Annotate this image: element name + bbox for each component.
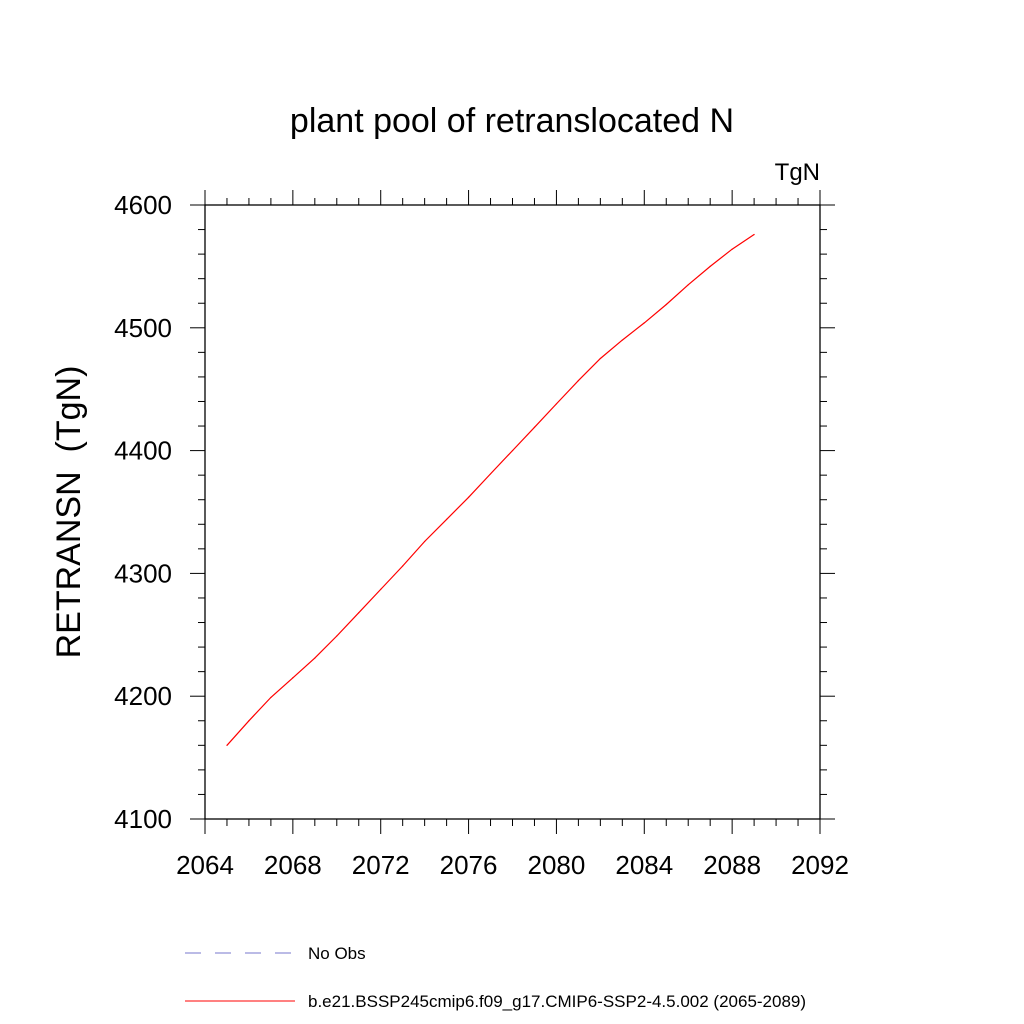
x-tick-label: 2080 [528,850,586,880]
data-point [709,265,711,267]
plot-frame [204,204,821,820]
chart-title: plant pool of retranslocated N [290,102,734,140]
legend-label-model: b.e21.BSSP245cmip6.f09_g17.CMIP6-SSP2-4.… [308,992,806,1011]
data-point [402,565,404,567]
data-point [753,233,755,236]
y-tick-label: 4100 [114,804,172,834]
data-point [489,473,492,475]
x-tick-label: 2072 [352,850,410,880]
y-tick-label: 4300 [114,558,172,588]
data-point [731,248,733,250]
data-point [533,426,536,428]
x-tick-label: 2068 [264,850,322,880]
legend-label-obs: No Obs [308,944,366,963]
data-point [292,677,294,679]
data-point [248,720,250,722]
units-label: TgN [775,159,820,186]
data-point [446,518,448,520]
y-tick-labels: 4100 4200 4300 4400 4500 4600 [114,190,172,834]
data-point [358,612,360,614]
y-axis-label: RETRANSN (TgN) [50,366,88,659]
data-point [555,403,558,405]
data-point [511,450,514,452]
data-point [226,744,228,746]
data-point [621,339,623,341]
data-point [665,303,667,306]
x-tick-label: 2088 [703,850,761,880]
data-point [577,380,579,382]
y-tick-label: 4500 [114,313,172,343]
data-point [314,657,316,659]
y-tick-label: 4200 [114,681,172,711]
minor-ticks [198,198,827,826]
x-tick-label: 2064 [176,850,234,880]
data-point [270,696,272,699]
data-point [336,635,338,637]
legend: No Obs b.e21.BSSP245cmip6.f09_g17.CMIP6-… [185,944,806,1011]
series-layer [226,233,755,746]
major-ticks [190,190,835,834]
data-point [643,322,645,324]
y-tick-label: 4600 [114,190,172,220]
data-point [467,496,470,498]
data-point [599,357,601,360]
x-tick-labels: 2064 2068 2072 2076 2080 2084 2088 2092 [176,850,849,880]
x-tick-label: 2092 [791,850,849,880]
data-point [687,284,689,286]
data-point [424,540,426,543]
x-tick-label: 2084 [615,850,673,880]
x-tick-label: 2076 [440,850,498,880]
data-point [380,588,382,590]
y-tick-label: 4400 [114,436,172,466]
series-line-0 [226,234,755,746]
